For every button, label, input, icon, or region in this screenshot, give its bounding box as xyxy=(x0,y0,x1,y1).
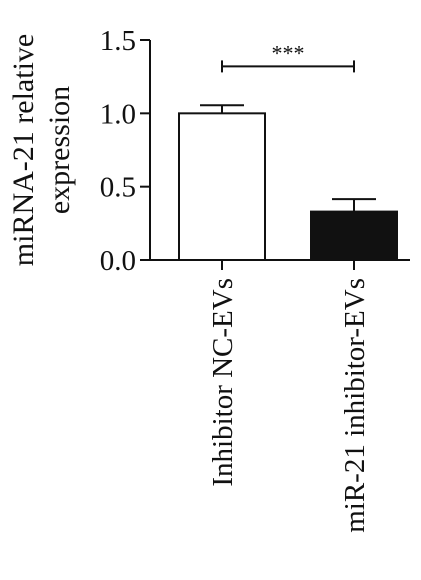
y-axis-title-line-2: expression xyxy=(43,86,76,214)
significance-label: *** xyxy=(272,40,305,65)
y-tick-label: 1.5 xyxy=(100,25,136,57)
y-axis-title: miRNA-21 relative expression xyxy=(7,34,76,266)
x-tick-label-2: miR-21 inhibitor-EVs xyxy=(339,278,371,533)
axes: 0.0 0.5 1.0 1.5 xyxy=(100,25,410,277)
bars xyxy=(178,104,398,262)
category-labels: Inhibitor NC-EVs miR-21 inhibitor-EVs xyxy=(207,278,371,533)
x-tick-label-1: Inhibitor NC-EVs xyxy=(207,278,239,487)
y-tick-label: 0.0 xyxy=(100,245,136,277)
y-axis-title-line-1: miRNA-21 relative xyxy=(7,34,40,266)
y-tick-label: 1.0 xyxy=(100,98,136,130)
bar-1 xyxy=(178,112,266,262)
bar-2 xyxy=(310,210,398,262)
significance-annotation: *** xyxy=(221,40,355,73)
y-tick-label: 0.5 xyxy=(100,172,136,204)
